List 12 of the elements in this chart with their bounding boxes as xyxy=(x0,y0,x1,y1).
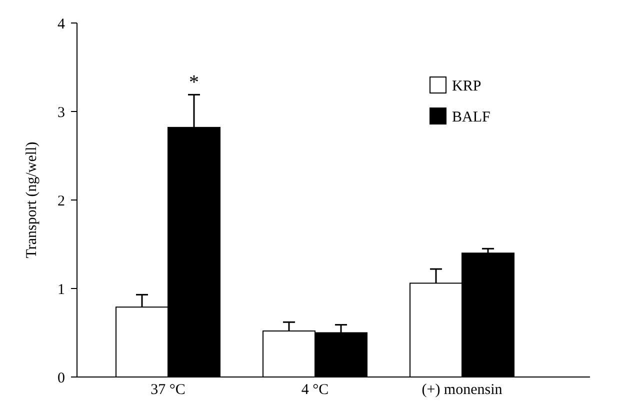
y-tick-label: 0 xyxy=(58,370,65,386)
legend-label: KRP xyxy=(452,78,482,94)
x-tick-label: 4 °C xyxy=(301,382,329,398)
y-tick-label: 4 xyxy=(58,16,66,32)
y-tick-label: 2 xyxy=(58,193,65,210)
x-tick-label: (+) monensin xyxy=(422,382,503,398)
annotation: * xyxy=(189,72,199,94)
y-tick-label: 1 xyxy=(58,282,65,298)
legend-label: BALF xyxy=(452,109,490,126)
y-axis-title: Transport (ng/well) xyxy=(24,142,40,258)
y-tick-label: 3 xyxy=(58,104,65,121)
x-tick-label: 37 °C xyxy=(150,382,186,398)
